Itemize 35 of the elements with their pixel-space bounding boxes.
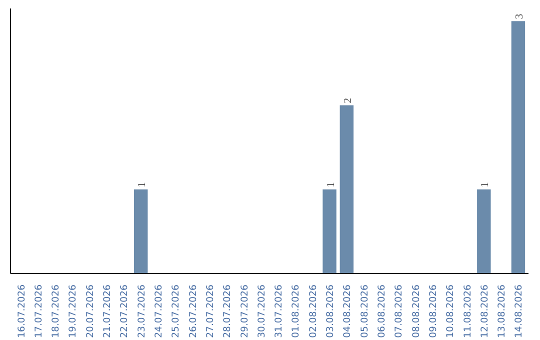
x-tick-label: 18.07.2026 [50,284,62,338]
x-tick-label: 06.08.2026 [376,284,388,338]
x-tick-label: 26.07.2026 [188,284,199,338]
x-tick-label: 07.08.2026 [394,284,405,338]
x-tick-label: 24.07.2026 [154,284,165,338]
x-tick-label: 05.08.2026 [359,284,370,338]
x-tick-label: 21.07.2026 [102,284,114,338]
data-label: 1 [137,182,148,188]
data-label: 1 [480,182,492,188]
x-tick-label: 13.08.2026 [496,284,508,338]
x-tick-label: 11.08.2026 [462,284,474,338]
data-label: 2 [343,98,354,104]
x-tick-label: 29.07.2026 [239,284,250,338]
x-tick-label: 23.07.2026 [136,284,148,338]
x-tick-label: 12.08.2026 [479,284,490,338]
x-tick-label: 01.08.2026 [290,284,302,338]
x-tick-label: 19.07.2026 [68,284,79,338]
x-tick-label: 17.07.2026 [33,284,44,338]
x-tick-label: 16.07.2026 [16,284,28,338]
x-tick-label: 20.07.2026 [84,284,96,338]
x-tick-label: 14.08.2026 [514,284,525,338]
x-tick-label: 27.07.2026 [204,284,216,338]
x-tick-label: 22.07.2026 [119,284,130,338]
x-tick-label: 03.08.2026 [325,284,336,338]
x-tick-label: 10.08.2026 [445,284,456,338]
x-tick-label: 30.07.2026 [256,284,268,338]
x-tick-label: 09.08.2026 [428,284,439,338]
data-label: 3 [514,14,526,20]
x-tick-label: 31.07.2026 [274,284,285,338]
x-tick-label: 28.07.2026 [222,284,234,338]
x-tick-label: 04.08.2026 [342,284,354,338]
x-tick-label: 08.08.2026 [410,284,422,338]
x-tick-label: 25.07.2026 [170,284,182,338]
data-label: 1 [326,182,337,188]
x-tick-label: 02.08.2026 [308,284,319,338]
